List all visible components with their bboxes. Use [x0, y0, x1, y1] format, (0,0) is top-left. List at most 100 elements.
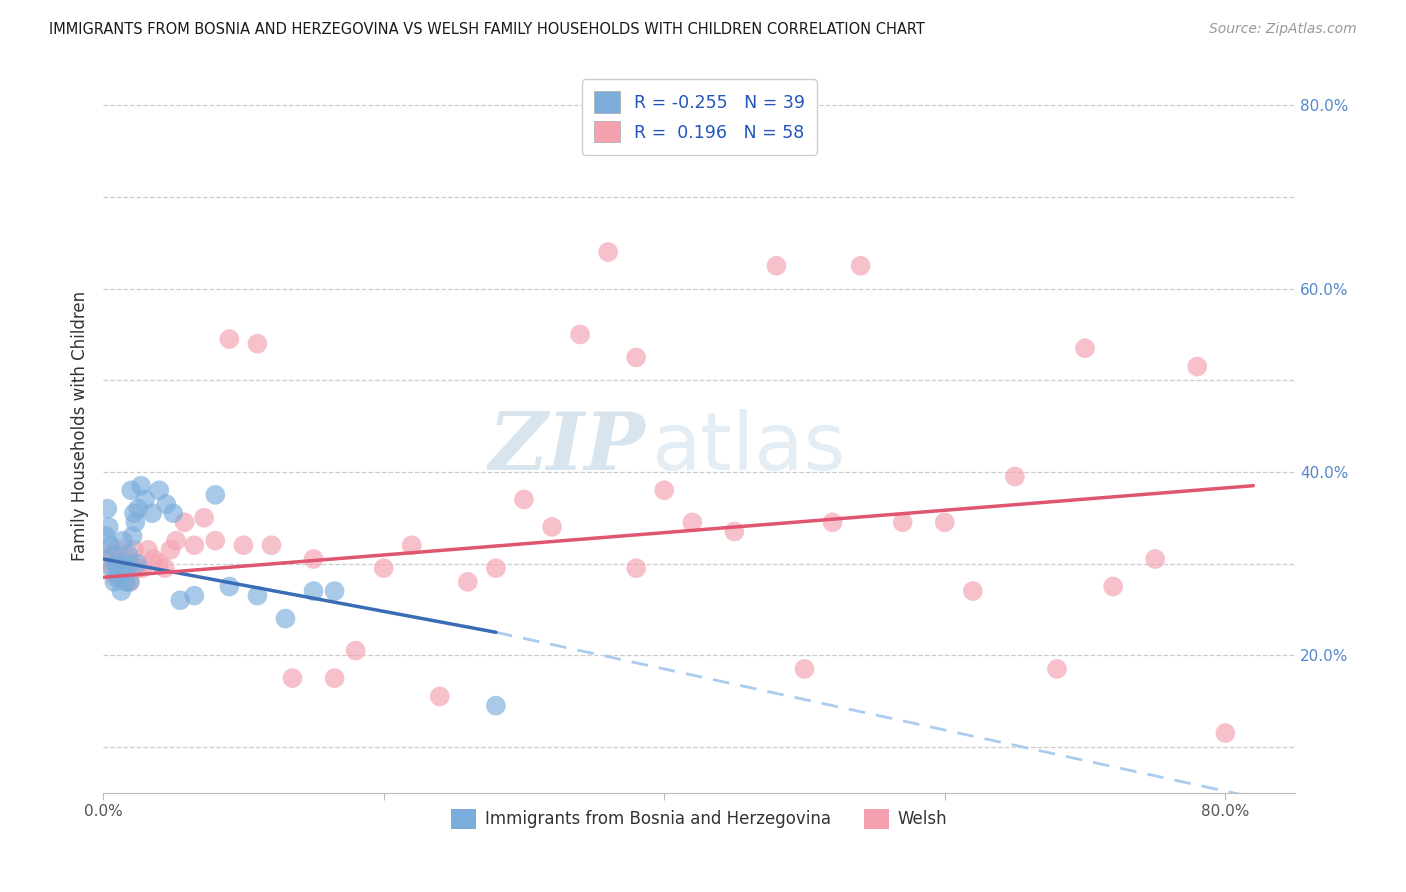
Point	[98, 538, 121, 552]
Point	[681, 516, 703, 530]
Point	[429, 690, 451, 704]
Point	[112, 557, 135, 571]
Point	[103, 574, 125, 589]
Point	[120, 483, 142, 498]
Point	[302, 584, 325, 599]
Point	[849, 259, 872, 273]
Point	[652, 483, 675, 498]
Point	[110, 561, 132, 575]
Text: Source: ZipAtlas.com: Source: ZipAtlas.com	[1209, 22, 1357, 37]
Point	[127, 561, 149, 575]
Point	[246, 589, 269, 603]
Point	[513, 492, 536, 507]
Point	[281, 671, 304, 685]
Point	[1102, 579, 1125, 593]
Point	[323, 671, 346, 685]
Point	[569, 327, 592, 342]
Point	[142, 552, 165, 566]
Point	[127, 501, 149, 516]
Point	[121, 529, 143, 543]
Point	[1074, 341, 1097, 355]
Point	[94, 529, 117, 543]
Point	[260, 538, 283, 552]
Point	[107, 542, 129, 557]
Point	[723, 524, 745, 539]
Point	[101, 548, 124, 562]
Point	[204, 533, 226, 548]
Point	[110, 584, 132, 599]
Point	[162, 506, 184, 520]
Point	[104, 570, 127, 584]
Point	[118, 574, 141, 589]
Point	[96, 501, 118, 516]
Point	[118, 574, 141, 589]
Point	[218, 332, 240, 346]
Point	[274, 611, 297, 625]
Point	[302, 552, 325, 566]
Point	[1213, 726, 1236, 740]
Point	[114, 574, 136, 589]
Point	[117, 548, 139, 562]
Point	[104, 557, 127, 571]
Point	[97, 520, 120, 534]
Legend: Immigrants from Bosnia and Herzegovina, Welsh: Immigrants from Bosnia and Herzegovina, …	[444, 802, 953, 836]
Point	[401, 538, 423, 552]
Point	[122, 506, 145, 520]
Point	[1144, 552, 1167, 566]
Point	[1004, 469, 1026, 483]
Point	[131, 561, 153, 575]
Point	[112, 566, 135, 580]
Point	[134, 492, 156, 507]
Point	[165, 533, 187, 548]
Point	[598, 245, 620, 260]
Point	[373, 561, 395, 575]
Point	[136, 542, 159, 557]
Point	[821, 516, 844, 530]
Point	[115, 561, 138, 575]
Point	[891, 516, 914, 530]
Point	[100, 561, 122, 575]
Point	[124, 516, 146, 530]
Point	[204, 488, 226, 502]
Point	[122, 542, 145, 557]
Point	[155, 497, 177, 511]
Point	[1187, 359, 1209, 374]
Text: ZIP: ZIP	[489, 409, 645, 487]
Point	[101, 561, 124, 575]
Point	[246, 336, 269, 351]
Point	[148, 557, 170, 571]
Point	[96, 552, 118, 566]
Point	[183, 538, 205, 552]
Text: IMMIGRANTS FROM BOSNIA AND HERZEGOVINA VS WELSH FAMILY HOUSEHOLDS WITH CHILDREN : IMMIGRANTS FROM BOSNIA AND HERZEGOVINA V…	[49, 22, 925, 37]
Y-axis label: Family Households with Children: Family Households with Children	[72, 291, 89, 561]
Point	[962, 584, 984, 599]
Point	[129, 478, 152, 492]
Point	[111, 533, 134, 548]
Point	[1046, 662, 1069, 676]
Point	[125, 557, 148, 571]
Point	[173, 516, 195, 530]
Point	[541, 520, 564, 534]
Point	[159, 542, 181, 557]
Point	[98, 548, 121, 562]
Point	[344, 643, 367, 657]
Point	[457, 574, 479, 589]
Point	[105, 561, 128, 575]
Point	[107, 570, 129, 584]
Text: atlas: atlas	[651, 409, 846, 487]
Point	[141, 506, 163, 520]
Point	[624, 351, 647, 365]
Point	[169, 593, 191, 607]
Point	[183, 589, 205, 603]
Point	[193, 510, 215, 524]
Point	[793, 662, 815, 676]
Point	[115, 552, 138, 566]
Point	[323, 584, 346, 599]
Point	[153, 561, 176, 575]
Point	[485, 698, 508, 713]
Point	[485, 561, 508, 575]
Point	[934, 516, 956, 530]
Point	[765, 259, 787, 273]
Point	[148, 483, 170, 498]
Point	[232, 538, 254, 552]
